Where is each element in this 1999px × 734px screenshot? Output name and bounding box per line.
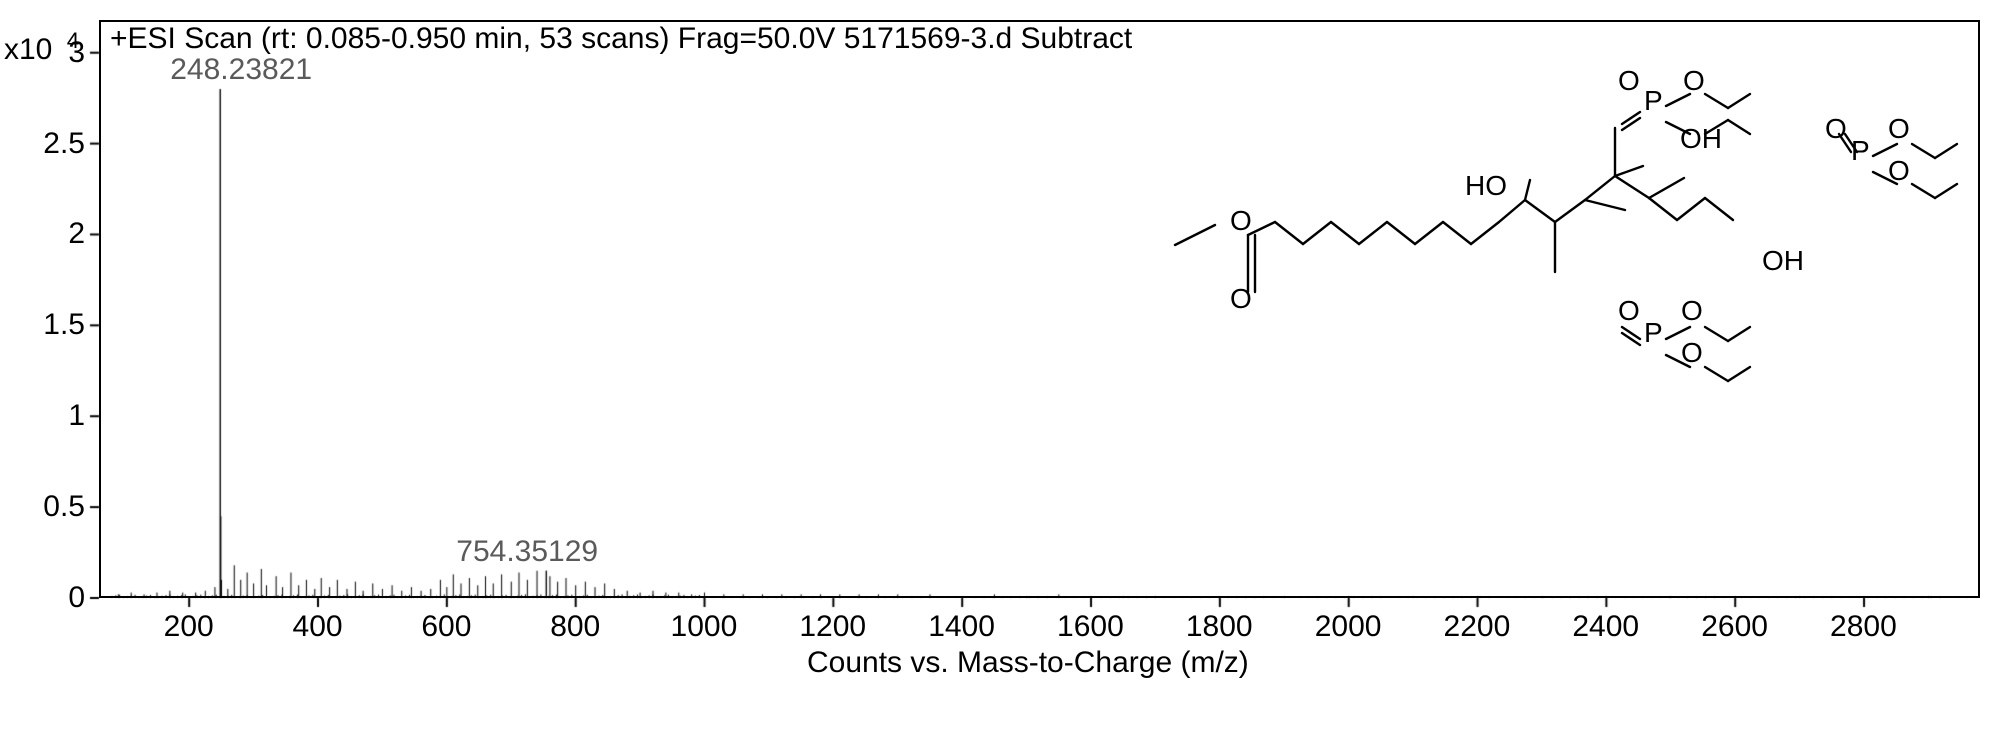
x-tick-label: 2000 xyxy=(1315,610,1382,644)
y-tick-label: 1.5 xyxy=(43,308,85,342)
svg-text:O: O xyxy=(1825,113,1847,144)
y-tick-label: 1 xyxy=(68,399,85,433)
svg-text:O: O xyxy=(1681,337,1703,368)
y-tick-label: 0 xyxy=(68,581,85,615)
svg-text:O: O xyxy=(1618,295,1640,326)
mass-spectrum-figure: x10 4 +ESI Scan (rt: 0.085-0.950 min, 53… xyxy=(0,0,1999,734)
molecule-structure: OOHOOHOHOPOOPOOOPOO xyxy=(1120,60,1960,420)
x-tick-label: 1000 xyxy=(671,610,738,644)
y-tick-label: 2 xyxy=(68,217,85,251)
svg-text:O: O xyxy=(1683,65,1705,96)
x-tick-label: 2800 xyxy=(1830,610,1897,644)
svg-text:O: O xyxy=(1618,65,1640,96)
svg-text:HO: HO xyxy=(1465,170,1507,201)
x-tick-label: 1600 xyxy=(1057,610,1124,644)
x-tick-label: 600 xyxy=(421,610,471,644)
y-tick-label: 0.5 xyxy=(43,490,85,524)
svg-text:P: P xyxy=(1644,317,1663,348)
svg-text:O: O xyxy=(1888,155,1910,186)
svg-text:O: O xyxy=(1681,295,1703,326)
svg-text:O: O xyxy=(1230,283,1252,314)
scan-title: +ESI Scan (rt: 0.085-0.950 min, 53 scans… xyxy=(110,22,1132,56)
svg-text:O: O xyxy=(1888,113,1910,144)
x-tick-label: 800 xyxy=(550,610,600,644)
peak-label: 248.23821 xyxy=(170,53,312,87)
x-axis-label: Counts vs. Mass-to-Charge (m/z) xyxy=(807,646,1249,680)
y-tick-label: 2.5 xyxy=(43,127,85,161)
svg-text:P: P xyxy=(1644,85,1663,116)
x-tick-label: 1400 xyxy=(928,610,995,644)
x-tick-label: 400 xyxy=(293,610,343,644)
x-tick-label: 2400 xyxy=(1572,610,1639,644)
y-tick-label: 3 xyxy=(68,36,85,70)
peak-label: 754.35129 xyxy=(456,535,598,569)
x-tick-label: 1200 xyxy=(799,610,866,644)
svg-text:P: P xyxy=(1851,135,1870,166)
x-tick-label: 2200 xyxy=(1444,610,1511,644)
svg-text:OH: OH xyxy=(1680,123,1722,154)
x-tick-label: 2600 xyxy=(1701,610,1768,644)
x-tick-label: 1800 xyxy=(1186,610,1253,644)
svg-text:O: O xyxy=(1230,205,1252,236)
svg-text:OH: OH xyxy=(1762,245,1804,276)
x-tick-label: 200 xyxy=(164,610,214,644)
